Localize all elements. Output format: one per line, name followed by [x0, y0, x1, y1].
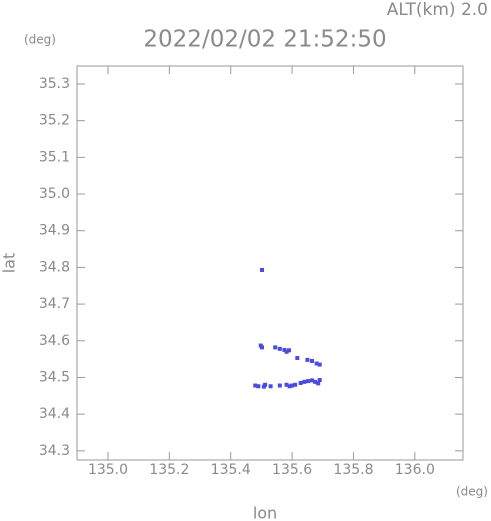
y-tick-label: 34.8: [39, 259, 70, 275]
x-tick-label: 136.0: [395, 462, 435, 478]
echo-point: [317, 378, 322, 383]
x-tick-label: 135.6: [272, 462, 312, 478]
echo-point: [263, 382, 268, 387]
y-unit: (deg): [24, 33, 56, 47]
altitude-label: ALT(km) 2.0: [387, 0, 488, 20]
x-tick-label: 135.0: [88, 462, 128, 478]
y-tick-label: 34.6: [39, 333, 70, 349]
y-tick-label: 35.0: [39, 186, 70, 202]
echo-point: [314, 361, 319, 366]
echo-point: [306, 379, 311, 384]
y-tick-label: 35.2: [39, 113, 70, 129]
echo-point: [282, 347, 287, 352]
echo-point: [305, 357, 310, 362]
y-tick-label: 34.5: [39, 369, 70, 385]
echo-point: [284, 382, 289, 387]
y-axis-label: lat: [0, 253, 19, 274]
y-tick-label: 35.3: [39, 76, 70, 92]
y-tick-label: 34.4: [39, 406, 70, 422]
echo-point: [287, 384, 292, 389]
echo-point: [316, 381, 321, 386]
echo-point: [317, 362, 322, 367]
echo-point: [310, 358, 315, 363]
echo-point: [287, 348, 292, 353]
echo-point: [313, 379, 318, 384]
x-tick-label: 135.2: [149, 462, 189, 478]
y-tick-label: 34.9: [39, 223, 70, 239]
echo-point: [284, 349, 289, 354]
x-tick-label: 135.8: [333, 462, 373, 478]
echo-point: [295, 356, 300, 361]
x-axis-label: lon: [253, 504, 277, 521]
echo-point: [277, 346, 282, 351]
echo-point: [302, 379, 307, 384]
echo-point: [260, 345, 265, 350]
plot-frame: [76, 65, 464, 461]
y-tick-label: 35.1: [39, 149, 70, 165]
echo-point: [277, 383, 282, 388]
echo-point: [273, 345, 278, 350]
echo-point: [310, 378, 315, 383]
echo-point: [293, 382, 298, 387]
x-unit: (deg): [456, 485, 488, 499]
echo-point: [268, 384, 273, 389]
echo-point: [298, 380, 303, 385]
echo-point: [253, 383, 258, 388]
y-tick-label: 34.7: [39, 296, 70, 312]
echo-point: [260, 267, 265, 272]
x-tick-label: 135.4: [211, 462, 251, 478]
chart-title: 2022/02/02 21:52:50: [143, 27, 386, 53]
y-tick-label: 34.3: [39, 443, 70, 459]
echo-point: [256, 384, 261, 389]
echo-point: [290, 383, 295, 388]
